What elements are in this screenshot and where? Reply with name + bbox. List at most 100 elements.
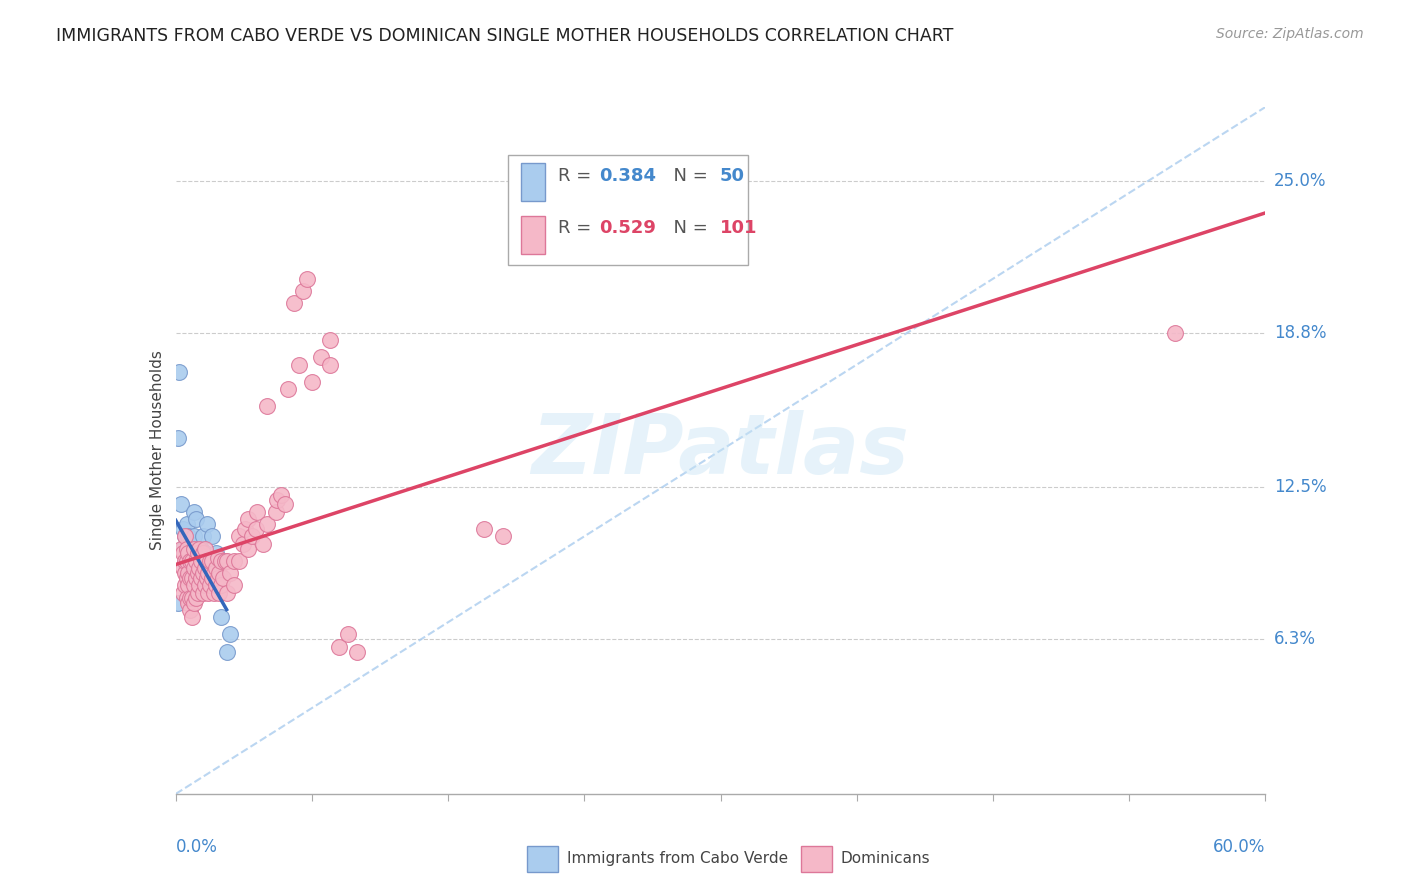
Point bbox=[233, 522, 256, 536]
Point bbox=[184, 512, 207, 526]
Point bbox=[209, 610, 232, 624]
Point bbox=[173, 529, 195, 543]
Point bbox=[283, 296, 305, 310]
Point bbox=[232, 537, 254, 551]
Point bbox=[200, 578, 222, 592]
Point bbox=[172, 586, 194, 600]
Point bbox=[201, 571, 224, 585]
Point bbox=[201, 554, 224, 568]
Point bbox=[181, 610, 204, 624]
Point bbox=[184, 571, 207, 585]
Point bbox=[240, 529, 263, 543]
Point bbox=[197, 566, 219, 581]
Point bbox=[172, 561, 194, 575]
Point bbox=[183, 554, 205, 568]
Point bbox=[179, 537, 201, 551]
Point bbox=[172, 546, 194, 561]
Point bbox=[176, 516, 198, 531]
FancyBboxPatch shape bbox=[522, 216, 546, 254]
Point bbox=[176, 591, 198, 605]
Point bbox=[228, 529, 250, 543]
Point bbox=[186, 546, 209, 561]
Point bbox=[256, 516, 278, 531]
Text: ZIPatlas: ZIPatlas bbox=[531, 410, 910, 491]
Point bbox=[170, 541, 193, 556]
Point bbox=[188, 554, 211, 568]
Point bbox=[291, 284, 314, 298]
Point bbox=[173, 578, 195, 592]
Text: 60.0%: 60.0% bbox=[1213, 838, 1265, 856]
Text: Immigrants from Cabo Verde: Immigrants from Cabo Verde bbox=[567, 851, 787, 865]
Point bbox=[208, 566, 231, 581]
Text: N =: N = bbox=[662, 219, 713, 237]
Point bbox=[179, 546, 201, 561]
Point bbox=[301, 375, 323, 389]
Point bbox=[238, 541, 260, 556]
Point bbox=[181, 541, 204, 556]
Point bbox=[181, 586, 204, 600]
Text: IMMIGRANTS FROM CABO VERDE VS DOMINICAN SINGLE MOTHER HOUSEHOLDS CORRELATION CHA: IMMIGRANTS FROM CABO VERDE VS DOMINICAN … bbox=[56, 27, 953, 45]
Point bbox=[1163, 326, 1185, 340]
Point bbox=[166, 431, 188, 445]
FancyBboxPatch shape bbox=[522, 163, 546, 202]
Point bbox=[201, 529, 224, 543]
Point bbox=[181, 571, 204, 585]
Point bbox=[173, 566, 195, 581]
Point bbox=[204, 578, 226, 592]
Point bbox=[256, 400, 278, 414]
Point bbox=[177, 566, 200, 581]
Point bbox=[181, 554, 204, 568]
Text: 101: 101 bbox=[720, 219, 756, 237]
Point bbox=[179, 571, 201, 585]
Point bbox=[212, 571, 235, 585]
Point bbox=[177, 546, 200, 561]
Point bbox=[179, 561, 201, 575]
Point bbox=[186, 566, 209, 581]
Point bbox=[252, 537, 274, 551]
Point bbox=[245, 522, 267, 536]
Point bbox=[184, 571, 207, 585]
Point bbox=[183, 505, 205, 519]
Point bbox=[319, 358, 342, 372]
Point bbox=[219, 566, 242, 581]
Text: R =: R = bbox=[558, 167, 598, 185]
Point bbox=[186, 586, 209, 600]
Point bbox=[214, 554, 236, 568]
Point bbox=[194, 546, 217, 561]
Point bbox=[177, 541, 200, 556]
Point bbox=[186, 546, 209, 561]
Text: 18.8%: 18.8% bbox=[1274, 324, 1327, 342]
Point bbox=[188, 578, 211, 592]
Point bbox=[309, 350, 332, 364]
Point bbox=[215, 554, 238, 568]
Point bbox=[181, 571, 204, 585]
Point bbox=[183, 561, 205, 575]
Point bbox=[277, 382, 299, 396]
Point bbox=[208, 586, 231, 600]
Point bbox=[264, 505, 287, 519]
Point bbox=[176, 566, 198, 581]
Point bbox=[191, 586, 214, 600]
Point bbox=[209, 554, 232, 568]
Point bbox=[274, 498, 297, 512]
Point bbox=[266, 492, 288, 507]
Point bbox=[177, 566, 200, 581]
Point bbox=[202, 586, 225, 600]
FancyBboxPatch shape bbox=[508, 155, 748, 265]
Point bbox=[179, 554, 201, 568]
Point bbox=[207, 571, 229, 585]
Point bbox=[169, 365, 191, 379]
Point bbox=[172, 522, 194, 536]
Point bbox=[195, 554, 218, 568]
Point bbox=[176, 541, 198, 556]
Point bbox=[177, 578, 200, 592]
Text: R =: R = bbox=[558, 219, 598, 237]
Point bbox=[202, 566, 225, 581]
Text: Source: ZipAtlas.com: Source: ZipAtlas.com bbox=[1216, 27, 1364, 41]
Point bbox=[173, 546, 195, 561]
Point bbox=[191, 546, 214, 561]
Point bbox=[228, 554, 250, 568]
Point bbox=[288, 358, 311, 372]
Point bbox=[188, 541, 211, 556]
Text: 12.5%: 12.5% bbox=[1274, 478, 1327, 496]
